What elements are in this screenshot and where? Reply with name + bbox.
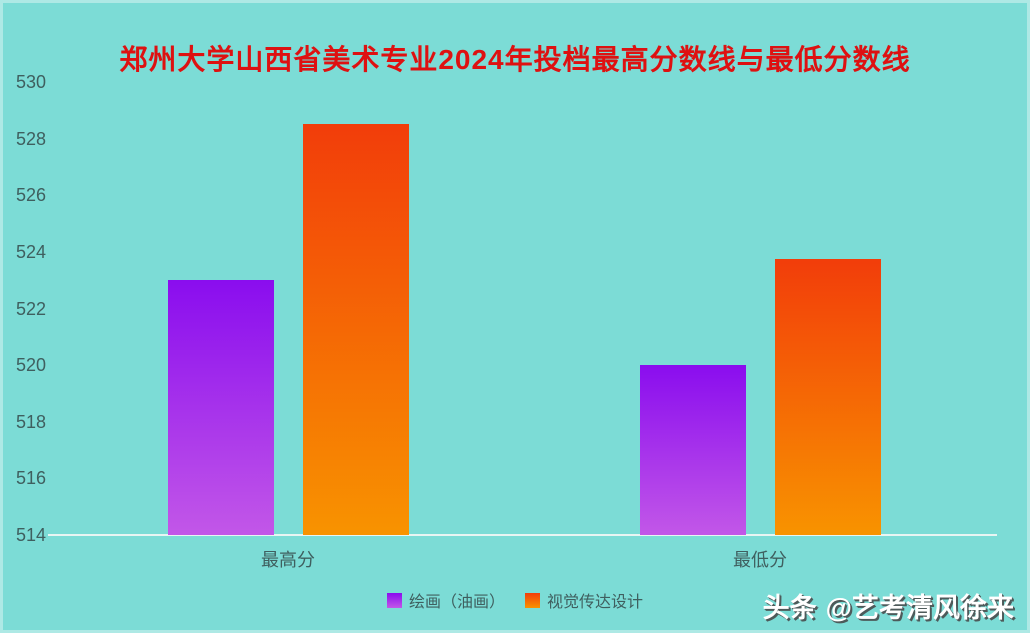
y-axis-tick-label-528: 528 bbox=[15, 128, 46, 149]
y-axis-tick-label-520: 520 bbox=[15, 355, 46, 376]
legend: 绘画（油画） 视觉传达设计 bbox=[0, 588, 1030, 612]
legend-swatch-painting-icon bbox=[386, 592, 402, 608]
x-axis-category-label-0: 最高分 bbox=[261, 550, 315, 570]
y-axis-tick-label-516: 516 bbox=[15, 468, 46, 489]
y-axis-tick-label-514: 514 bbox=[15, 525, 46, 545]
legend-label-painting: 绘画（油画） bbox=[408, 594, 505, 611]
y-axis-tick-label-530: 530 bbox=[15, 72, 46, 92]
bar-series-0-category-1 bbox=[639, 365, 746, 535]
watermark: 头条 @艺考清风徐来 bbox=[763, 586, 1014, 625]
watermark-brand: 头条 bbox=[762, 593, 817, 623]
chart-title: 郑州大学山西省美术专业2024年投档最高分数线与最低分数线 bbox=[119, 44, 911, 75]
y-axis-tick-label-518: 518 bbox=[15, 411, 46, 432]
legend-label-visual-design: 视觉传达设计 bbox=[547, 594, 644, 611]
x-axis-category-label-1: 最低分 bbox=[733, 550, 787, 570]
legend-swatch-visual-design-icon bbox=[525, 592, 540, 608]
legend-item-visual-design: 视觉传达设计 bbox=[525, 588, 643, 612]
bar-series-1-category-0 bbox=[302, 124, 409, 535]
x-axis-line bbox=[48, 534, 997, 536]
legend-item-painting: 绘画（油画） bbox=[386, 588, 505, 612]
bar-series-0-category-0 bbox=[167, 280, 274, 535]
y-axis-tick-label-526: 526 bbox=[15, 185, 46, 206]
watermark-handle: @艺考清风徐来 bbox=[825, 593, 1014, 623]
y-axis-tick-label-522: 522 bbox=[15, 298, 46, 319]
y-axis-tick-label-524: 524 bbox=[15, 241, 46, 262]
bar-series-1-category-1 bbox=[774, 258, 881, 535]
